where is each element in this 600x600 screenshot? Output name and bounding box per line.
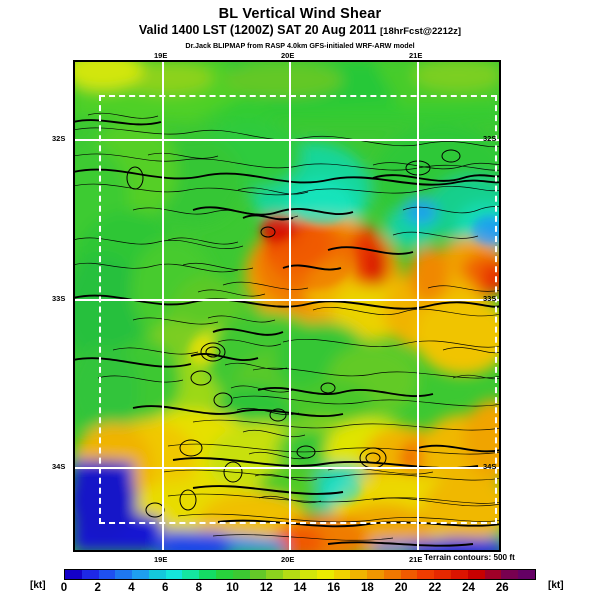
colorbar-swatch [232, 570, 250, 579]
colorbar-swatch [299, 570, 317, 579]
lat-label-left-32s: 32S [52, 134, 66, 143]
wind-shear-field [74, 61, 500, 551]
model-source-line: Dr.Jack BLIPMAP from RASP 4.0km GFS-init… [185, 41, 415, 50]
map-canvas [73, 60, 501, 552]
colorbar-units-left: [kt] [30, 580, 46, 591]
lat-label-left-33s: 33S [52, 294, 66, 303]
terrain-contours [74, 112, 500, 547]
lat-label-left-34s: 34S [52, 462, 66, 471]
colorbar-tick-label: 24 [462, 582, 475, 594]
colorbar-swatch [518, 570, 535, 579]
lon-label-bottom-20e: 20E [281, 555, 295, 564]
colorbar-swatch [283, 570, 300, 579]
colorbar-swatch [316, 570, 334, 579]
title-block: BL Vertical Wind Shear Valid 1400 LST (1… [0, 6, 600, 51]
colorbar-swatch [148, 570, 166, 579]
map-panel: 32S 33S 34S 32S 33S 34S 19E 20E 21E 19E … [52, 51, 501, 564]
lon-label-top-21e: 21E [409, 51, 423, 60]
lon-label-top-19e: 19E [154, 51, 168, 60]
colorbar-swatch [216, 570, 233, 579]
valid-time-text: Valid 1400 LST (1200Z) SAT 20 Aug 2011 [138, 23, 377, 37]
colorbar-swatch [450, 570, 468, 579]
colorbar-tick-label: 8 [195, 582, 203, 594]
colorbar-swatch [484, 570, 502, 579]
colorbar-swatch [467, 570, 485, 579]
lon-label-top-20e: 20E [281, 51, 295, 60]
colorbar-swatch [350, 570, 368, 579]
colorbar-swatch [367, 570, 384, 579]
colorbar-swatch [249, 570, 267, 579]
colorbar-scale [64, 569, 536, 580]
colorbar-swatch [98, 570, 116, 579]
lon-label-bottom-19e: 19E [154, 555, 168, 564]
colorbar-swatch [434, 570, 451, 579]
colorbar-swatch [383, 570, 401, 579]
lat-label-right-33s: 33S [483, 294, 497, 303]
colorbar-tick-label: 22 [428, 582, 442, 594]
valid-time-line: Valid 1400 LST (1200Z) SAT 20 Aug 2011 [… [0, 23, 600, 39]
colorbar-swatch [81, 570, 99, 579]
colorbar-swatch [400, 570, 418, 579]
colorbar-tick-label: 14 [293, 582, 307, 594]
colorbar-swatch [266, 570, 284, 579]
colorbar-swatch [417, 570, 435, 579]
colorbar-tick-label: 26 [495, 582, 509, 594]
colorbar-tick-label: 4 [128, 582, 135, 594]
terrain-contour-note: Terrain contours: 500 ft [424, 553, 515, 562]
colorbar-tick-label: 18 [361, 582, 374, 594]
colorbar-tick-label: 16 [327, 582, 341, 594]
colorbar-tick-label: 12 [259, 582, 273, 594]
colorbar-swatch [132, 570, 149, 579]
colorbar-tick-label: 20 [394, 582, 408, 594]
colorbar-swatch [333, 570, 351, 579]
lat-label-right-32s: 32S [483, 134, 497, 143]
colorbar-swatch [501, 570, 519, 579]
colorbar-swatch [182, 570, 200, 579]
colorbar-swatch [165, 570, 183, 579]
colorbar-swatch [65, 570, 82, 579]
colorbar-swatch [199, 570, 217, 579]
colorbar-units-right: [kt] [548, 580, 564, 591]
colorbar-tick-label: 2 [94, 582, 101, 594]
forecast-tag: [18hrFcst@2212z] [380, 26, 462, 37]
colorbar-tick-label: 10 [226, 582, 239, 594]
page-title: BL Vertical Wind Shear [218, 6, 382, 22]
colorbar-swatch [115, 570, 133, 579]
lat-label-right-34s: 34S [483, 462, 497, 471]
colorbar-tick-label: 0 [60, 582, 68, 594]
colorbar-tick-label: 6 [161, 582, 169, 594]
lon-label-bottom-21e: 21E [409, 555, 423, 564]
